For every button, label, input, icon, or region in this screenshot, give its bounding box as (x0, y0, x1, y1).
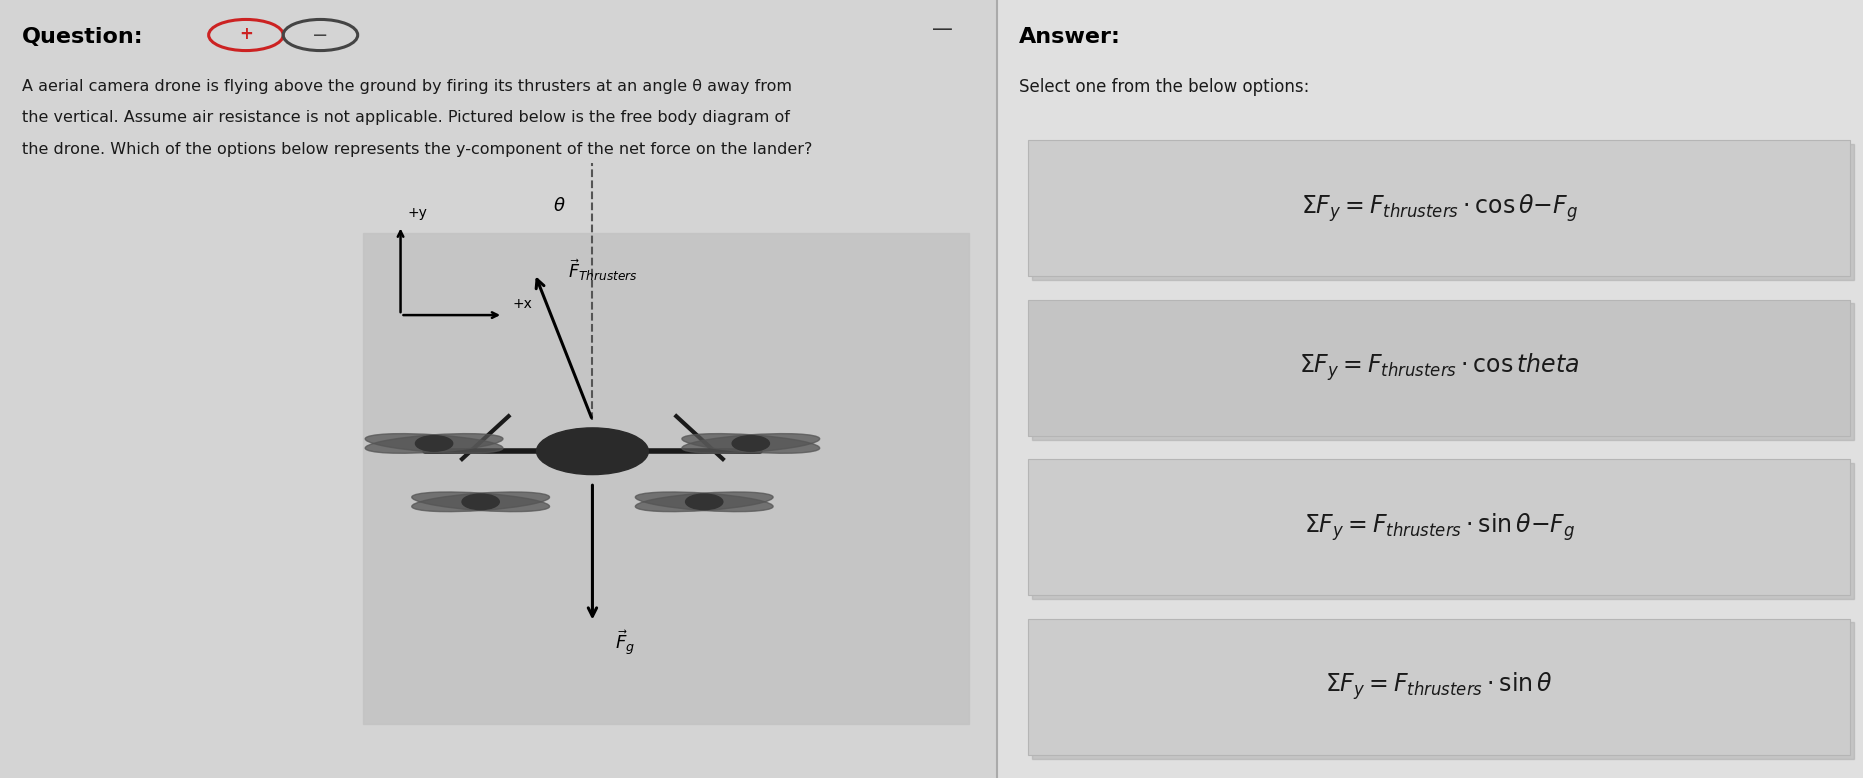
Text: Answer:: Answer: (1019, 27, 1122, 47)
Bar (1032, 144, 1854, 280)
Bar (1032, 303, 1854, 440)
Circle shape (732, 436, 769, 451)
Ellipse shape (682, 433, 820, 454)
Text: +y: +y (408, 206, 428, 220)
Text: +: + (238, 25, 253, 44)
Ellipse shape (412, 492, 550, 512)
Bar (1028, 140, 1850, 276)
Circle shape (686, 494, 723, 510)
Ellipse shape (412, 492, 550, 512)
Bar (1032, 622, 1854, 759)
Text: −: − (313, 26, 328, 44)
Circle shape (415, 436, 453, 451)
Ellipse shape (635, 492, 773, 512)
Bar (1028, 300, 1850, 436)
Ellipse shape (635, 492, 773, 512)
Text: $\Sigma F_y = F_{\it thrusters} \cdot \sin\theta{-}F_g$: $\Sigma F_y = F_{\it thrusters} \cdot \s… (1304, 511, 1574, 543)
Bar (1028, 619, 1850, 755)
Text: $\Sigma F_y = F_{\it thrusters} \cdot \cos\mathit{theta}$: $\Sigma F_y = F_{\it thrusters} \cdot \c… (1299, 352, 1580, 384)
Text: $\Sigma F_y = F_{\it thrusters} \cdot \sin\theta$: $\Sigma F_y = F_{\it thrusters} \cdot \s… (1325, 671, 1554, 703)
Text: $\vec{F}_{Thrusters}$: $\vec{F}_{Thrusters}$ (568, 257, 637, 282)
Text: Question:: Question: (22, 27, 143, 47)
Text: A aerial camera drone is flying above the ground by firing its thrusters at an a: A aerial camera drone is flying above th… (22, 79, 792, 94)
Bar (997, 0, 1863, 778)
Circle shape (462, 494, 499, 510)
Ellipse shape (682, 433, 820, 454)
Bar (0, 0, 997, 778)
Text: $\vec{F}_g$: $\vec{F}_g$ (615, 629, 635, 657)
Bar (363, 233, 969, 724)
Text: $\theta$: $\theta$ (553, 197, 564, 216)
Text: —: — (932, 19, 954, 40)
Bar (1032, 463, 1854, 599)
Text: the drone. Which of the options below represents the y-component of the net forc: the drone. Which of the options below re… (22, 142, 812, 156)
Text: +x: +x (512, 297, 533, 311)
Ellipse shape (365, 433, 503, 454)
Bar (1028, 459, 1850, 595)
Circle shape (537, 428, 648, 475)
Text: the vertical. Assume air resistance is not applicable. Pictured below is the fre: the vertical. Assume air resistance is n… (22, 110, 790, 125)
Ellipse shape (365, 433, 503, 454)
Text: $\Sigma F_y = F_{\it thrusters} \cdot \cos\theta{-}F_g$: $\Sigma F_y = F_{\it thrusters} \cdot \c… (1300, 192, 1578, 224)
Text: Select one from the below options:: Select one from the below options: (1019, 78, 1310, 96)
